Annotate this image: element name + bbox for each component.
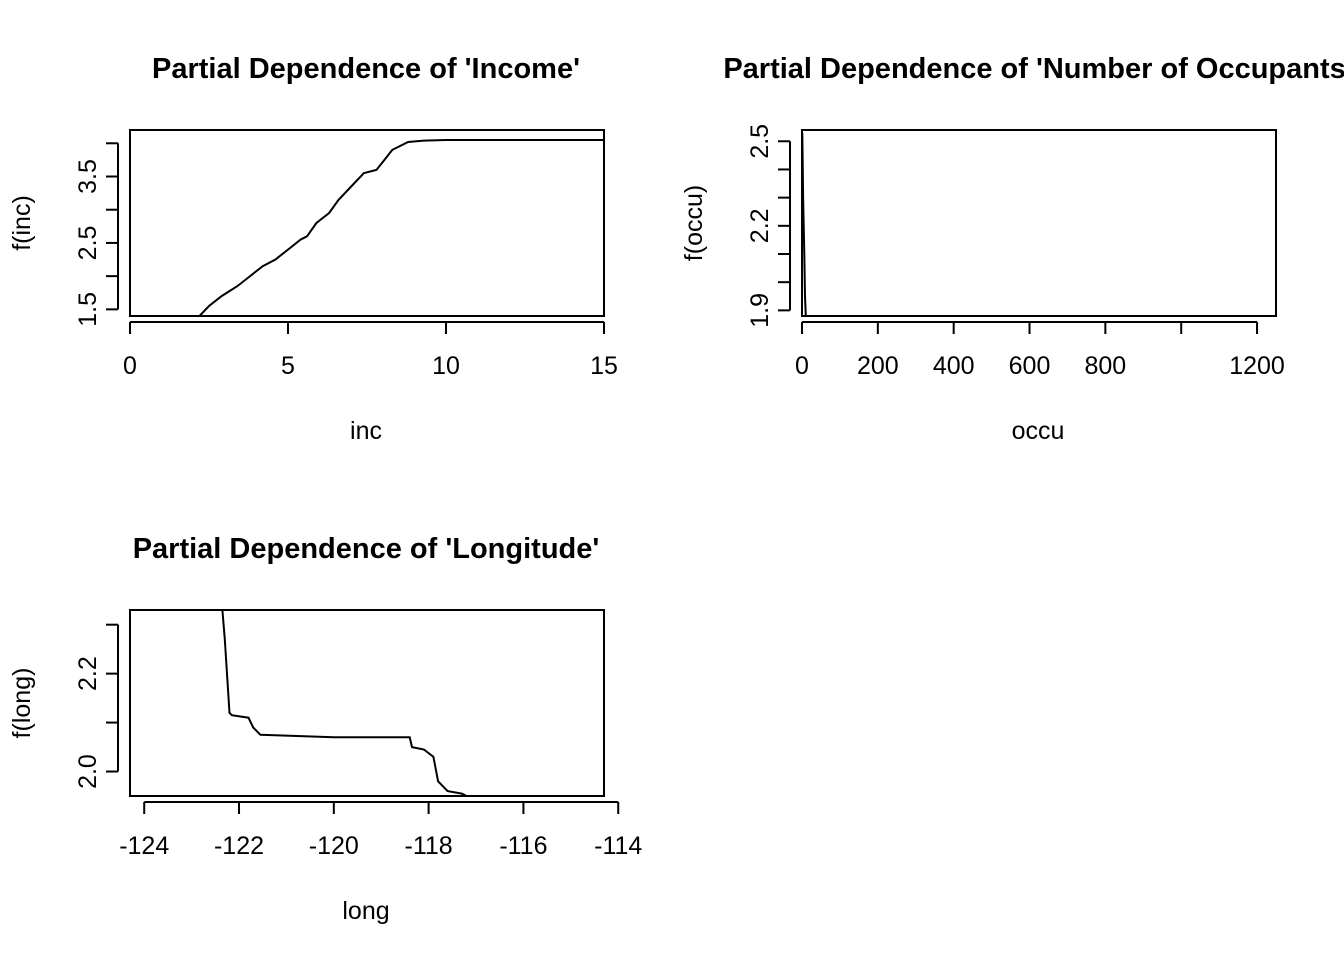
y-tick-label: 2.5 xyxy=(746,124,774,159)
chart-title: Partial Dependence of 'Number of Occupan… xyxy=(723,53,1344,85)
x-tick-label: 5 xyxy=(281,352,295,380)
x-tick-label: 0 xyxy=(795,352,809,380)
x-tick-label: -116 xyxy=(499,832,547,860)
y-tick-label: 1.9 xyxy=(746,293,774,328)
plot-frame xyxy=(129,129,605,317)
y-tick-label: 2.2 xyxy=(74,656,102,691)
chart-panel-3: Partial Dependence of 'Longitude' -124 -12… xyxy=(8,533,642,925)
chart-panel-2: Partial Dependence of 'Number of Occupan… xyxy=(680,53,1344,445)
y-axis-label: f(inc) xyxy=(8,195,36,251)
x-tick-label: -122 xyxy=(214,832,264,860)
x-tick-label: 400 xyxy=(933,352,975,380)
plot-frame xyxy=(129,609,605,797)
x-tick-label: 0 xyxy=(123,352,137,380)
x-tick-label: 10 xyxy=(432,352,460,380)
x-axis-label: long xyxy=(342,897,389,925)
x-tick-label: 15 xyxy=(590,352,618,380)
series-line xyxy=(801,132,1274,317)
x-tick-label: -120 xyxy=(309,832,359,860)
x-tick-label: 1200 xyxy=(1229,352,1285,380)
y-axis-label: f(occu) xyxy=(680,185,708,261)
x-tick-label: 600 xyxy=(1009,352,1051,380)
y-tick-label: 2.0 xyxy=(74,754,102,789)
chart-title: Partial Dependence of 'Longitude' xyxy=(133,533,600,565)
x-axis-label: occu xyxy=(1012,417,1065,445)
y-axis-label: f(long) xyxy=(8,668,36,739)
series-line xyxy=(145,139,604,317)
chart-panel-1: Partial Dependence of 'Income' 0 5 10 15 1.5 2… xyxy=(8,53,618,445)
x-tick-label: -118 xyxy=(405,832,453,860)
plot-frame xyxy=(801,129,1277,317)
y-tick-label: 2.2 xyxy=(746,208,774,243)
x-tick-label: 200 xyxy=(857,352,899,380)
chart-title: Partial Dependence of 'Income' xyxy=(152,53,580,85)
y-tick-label: 3.5 xyxy=(74,159,102,194)
x-tick-label: 800 xyxy=(1085,352,1127,380)
y-tick-label: 1.5 xyxy=(74,292,102,327)
x-axis-label: inc xyxy=(350,417,382,445)
y-tick-label: 2.5 xyxy=(74,226,102,261)
x-tick-label: -114 xyxy=(594,832,642,860)
series-line xyxy=(130,609,604,797)
x-tick-label: -124 xyxy=(119,832,169,860)
